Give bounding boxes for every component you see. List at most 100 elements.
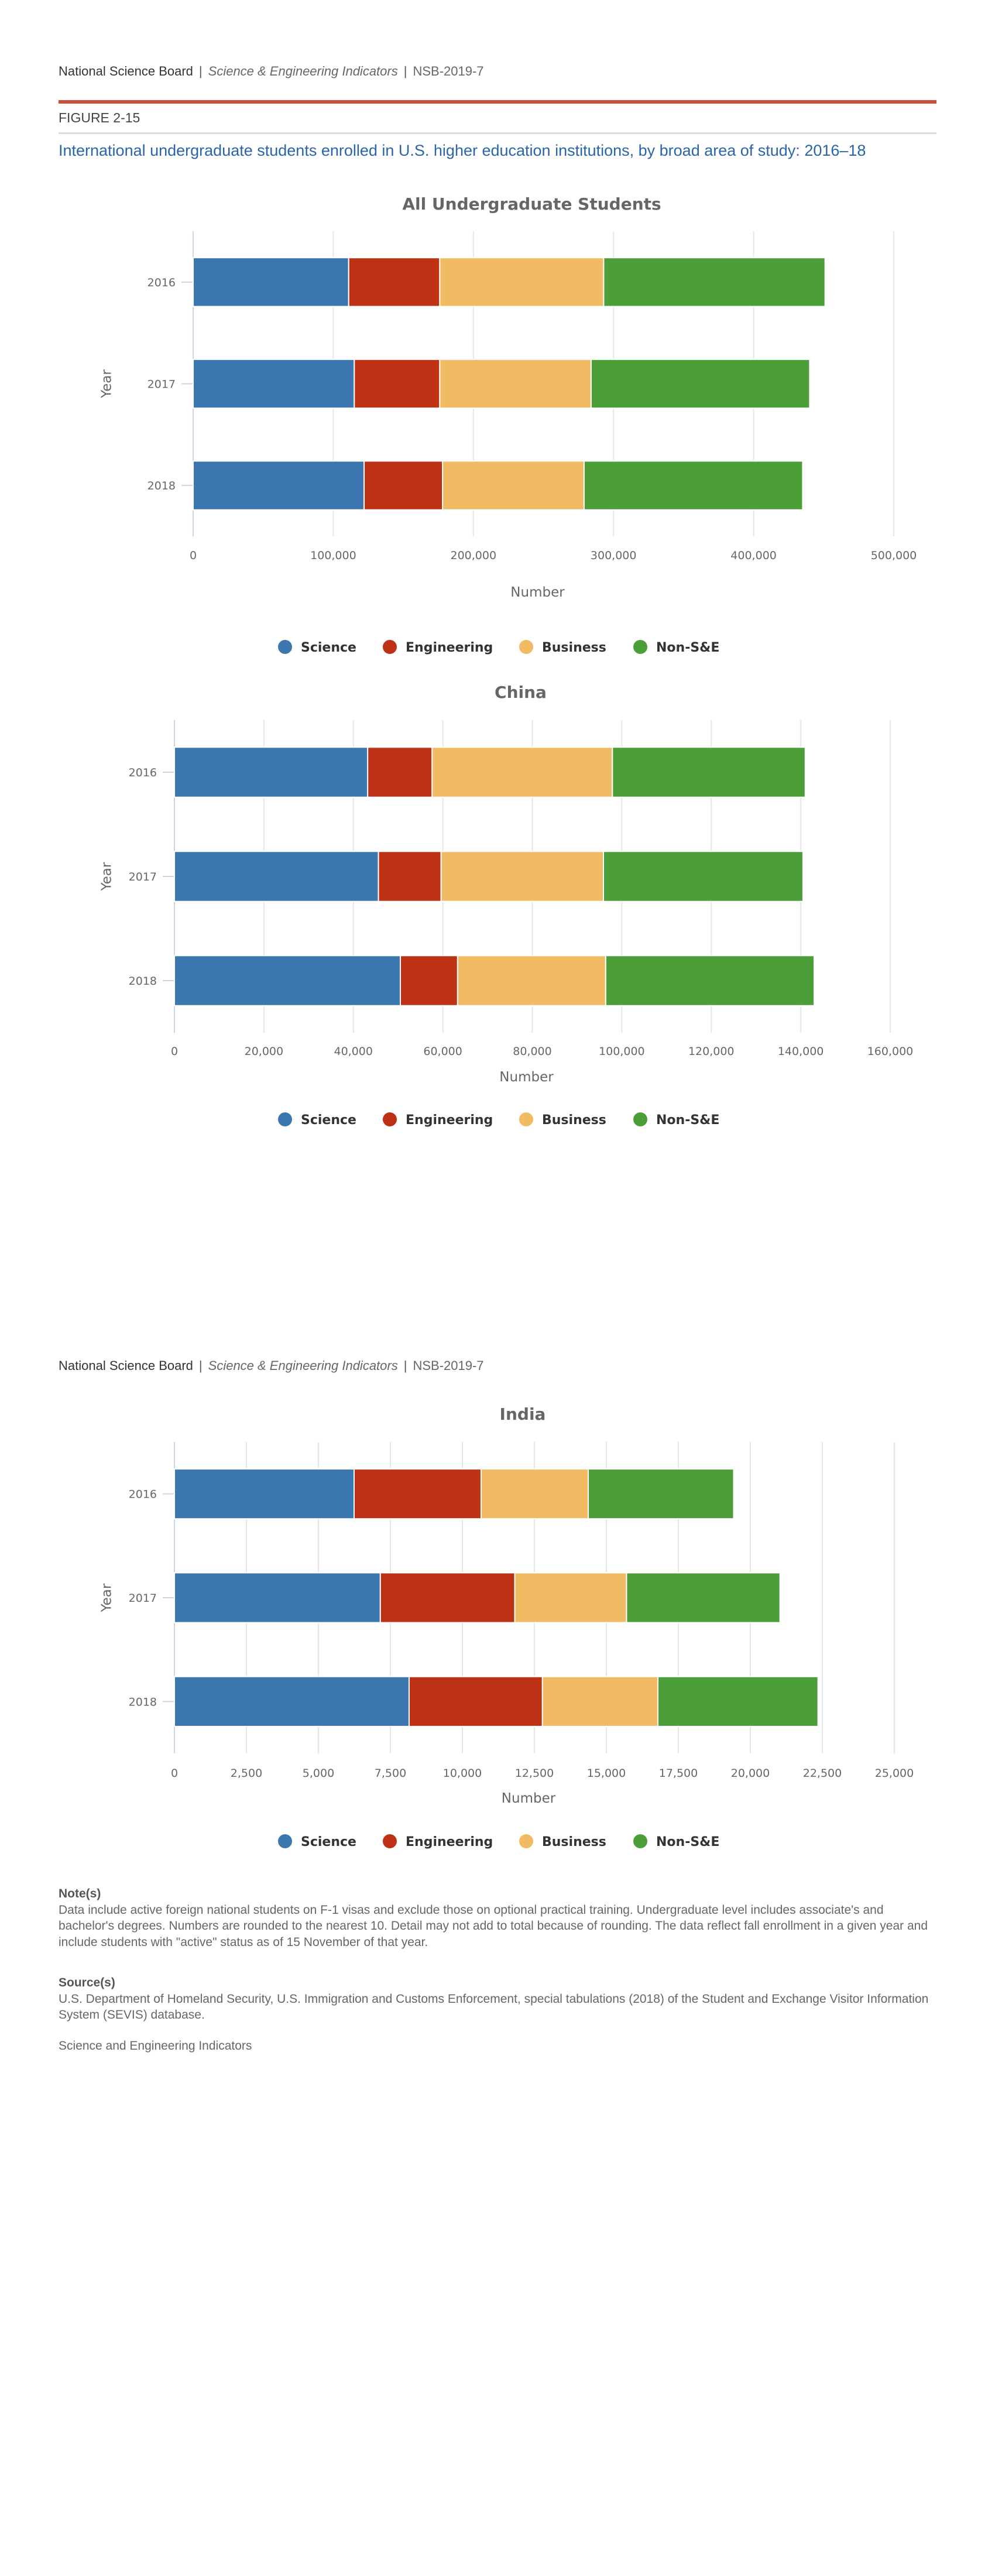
x-tick-label: 10,000	[443, 1767, 482, 1780]
bar-segment-non-s-e-2016[interactable]	[603, 257, 826, 307]
notes-section: Note(s) Data include active foreign nati…	[59, 1886, 942, 1950]
y-tick-label: 2017	[147, 378, 176, 391]
x-tick-label: 22,500	[803, 1767, 842, 1780]
legend-item-non-s-e[interactable]: Non-S&E	[633, 640, 719, 655]
legend-item-non-s-e[interactable]: Non-S&E	[633, 1112, 719, 1128]
bar-segment-business-2016[interactable]	[439, 257, 605, 307]
figure-title: International undergraduate students enr…	[59, 142, 866, 159]
bar-segment-non-s-e-2016[interactable]	[612, 746, 806, 798]
y-tick-label: 2016	[129, 766, 157, 779]
x-tick-label: 100,000	[310, 549, 356, 562]
bar-segment-business-2017[interactable]	[440, 851, 605, 902]
legend-item-science[interactable]: Science	[278, 1112, 356, 1128]
legend-label: Non-S&E	[656, 640, 719, 655]
bar-segment-business-2016[interactable]	[431, 746, 613, 798]
sources-text: U.S. Department of Homeland Security, U.…	[59, 1992, 929, 2022]
y-tick-label: 2018	[147, 479, 176, 492]
x-tick-label: 17,500	[659, 1767, 698, 1780]
legend-item-science[interactable]: Science	[278, 1834, 356, 1849]
x-tick-label: 15,000	[587, 1767, 626, 1780]
legend-item-business[interactable]: Business	[519, 640, 606, 655]
bar-segment-science-2018[interactable]	[174, 955, 402, 1006]
x-tick-label: 0	[190, 549, 197, 562]
bar-segment-non-s-e-2018[interactable]	[657, 1676, 819, 1727]
legend-label: Business	[542, 1113, 606, 1128]
x-axis-label: Number	[510, 585, 565, 600]
y-axis-label: Year	[100, 862, 115, 891]
header-separator: |	[198, 64, 203, 78]
bar-segment-engineering-2018[interactable]	[363, 460, 444, 511]
bar-segment-science-2016[interactable]	[174, 1468, 355, 1520]
sources-section: Source(s) U.S. Department of Homeland Se…	[59, 1975, 942, 2023]
legend-item-engineering[interactable]: Engineering	[383, 640, 493, 655]
legend-label: Engineering	[406, 1113, 493, 1128]
x-tick-label: 500,000	[871, 549, 917, 562]
bar-segment-non-s-e-2017[interactable]	[626, 1572, 781, 1623]
legend-label: Engineering	[406, 1835, 493, 1849]
bar-segment-engineering-2017[interactable]	[379, 1572, 516, 1623]
bar-segment-science-2017[interactable]	[174, 851, 379, 902]
bar-segment-non-s-e-2016[interactable]	[588, 1468, 735, 1520]
sources-heading: Source(s)	[59, 1976, 115, 1989]
bar-segment-engineering-2017[interactable]	[378, 851, 442, 902]
x-tick-label: 120,000	[688, 1045, 735, 1058]
x-tick-label: 80,000	[513, 1045, 551, 1058]
bar-segment-non-s-e-2017[interactable]	[590, 358, 811, 409]
legend-item-business[interactable]: Business	[519, 1834, 606, 1849]
bar-segment-non-s-e-2018[interactable]	[605, 955, 815, 1006]
x-axis-label: Number	[499, 1070, 554, 1085]
legend-item-business[interactable]: Business	[519, 1112, 606, 1128]
x-tick-label: 100,000	[599, 1045, 645, 1058]
bar-segment-non-s-e-2017[interactable]	[603, 851, 804, 902]
notes-heading: Note(s)	[59, 1887, 101, 1900]
header-separator: |	[403, 1358, 407, 1373]
y-tick-label: 2018	[129, 975, 157, 988]
x-tick-label: 20,000	[245, 1045, 283, 1058]
x-tick-label: 0	[171, 1045, 178, 1058]
x-tick-label: 2,500	[231, 1767, 262, 1780]
bar-segment-science-2017[interactable]	[193, 358, 355, 409]
bar-segment-science-2016[interactable]	[174, 746, 369, 798]
legend-label: Non-S&E	[656, 1835, 719, 1849]
legend-swatch-icon	[383, 1112, 397, 1126]
chart-title: China	[495, 683, 547, 702]
sources-footer: Science and Engineering Indicators	[59, 2039, 252, 2053]
bar-segment-science-2017[interactable]	[174, 1572, 381, 1623]
legend-swatch-icon	[633, 1834, 647, 1848]
bar-segment-business-2017[interactable]	[439, 358, 592, 409]
bar-segment-engineering-2018[interactable]	[408, 1676, 543, 1727]
x-tick-label: 160,000	[867, 1045, 914, 1058]
chart-india: India 0 2,500 5,000 7,500 10,000 12,500 15,000 1…	[100, 1405, 914, 1849]
legend-swatch-icon	[519, 1112, 533, 1126]
bar-segment-business-2018[interactable]	[457, 955, 606, 1006]
legend-label: Engineering	[406, 640, 493, 655]
legend-swatch-icon	[383, 1834, 397, 1848]
bar-segment-engineering-2016[interactable]	[348, 257, 441, 307]
legend-item-non-s-e[interactable]: Non-S&E	[633, 1834, 719, 1849]
bar-segment-engineering-2016[interactable]	[367, 746, 433, 798]
bar-segment-business-2017[interactable]	[514, 1572, 627, 1623]
legend-swatch-icon	[278, 1834, 292, 1848]
bar-segment-science-2018[interactable]	[193, 460, 365, 511]
y-tick-label: 2017	[129, 871, 157, 883]
x-tick-label: 300,000	[591, 549, 637, 562]
bar-segment-non-s-e-2018[interactable]	[583, 460, 804, 511]
accent-divider	[59, 100, 936, 104]
x-tick-label: 20,000	[731, 1767, 770, 1780]
bar-segment-business-2016[interactable]	[480, 1468, 589, 1520]
y-axis-label: Year	[100, 1583, 115, 1612]
header-publication: Science & Engineering Indicators	[208, 64, 398, 78]
chart-title: India	[500, 1405, 546, 1424]
bar-segment-engineering-2018[interactable]	[400, 955, 458, 1006]
chart-title: All Undergraduate Students	[402, 194, 661, 214]
divider	[59, 132, 936, 134]
bar-segment-business-2018[interactable]	[442, 460, 585, 511]
bar-segment-business-2018[interactable]	[541, 1676, 659, 1727]
bar-segment-science-2016[interactable]	[193, 257, 349, 307]
bar-segment-engineering-2017[interactable]	[354, 358, 441, 409]
legend-item-science[interactable]: Science	[278, 640, 356, 655]
bar-segment-science-2018[interactable]	[174, 1676, 410, 1727]
bar-segment-engineering-2016[interactable]	[354, 1468, 482, 1520]
legend-item-engineering[interactable]: Engineering	[383, 1112, 493, 1128]
legend-item-engineering[interactable]: Engineering	[383, 1834, 493, 1849]
